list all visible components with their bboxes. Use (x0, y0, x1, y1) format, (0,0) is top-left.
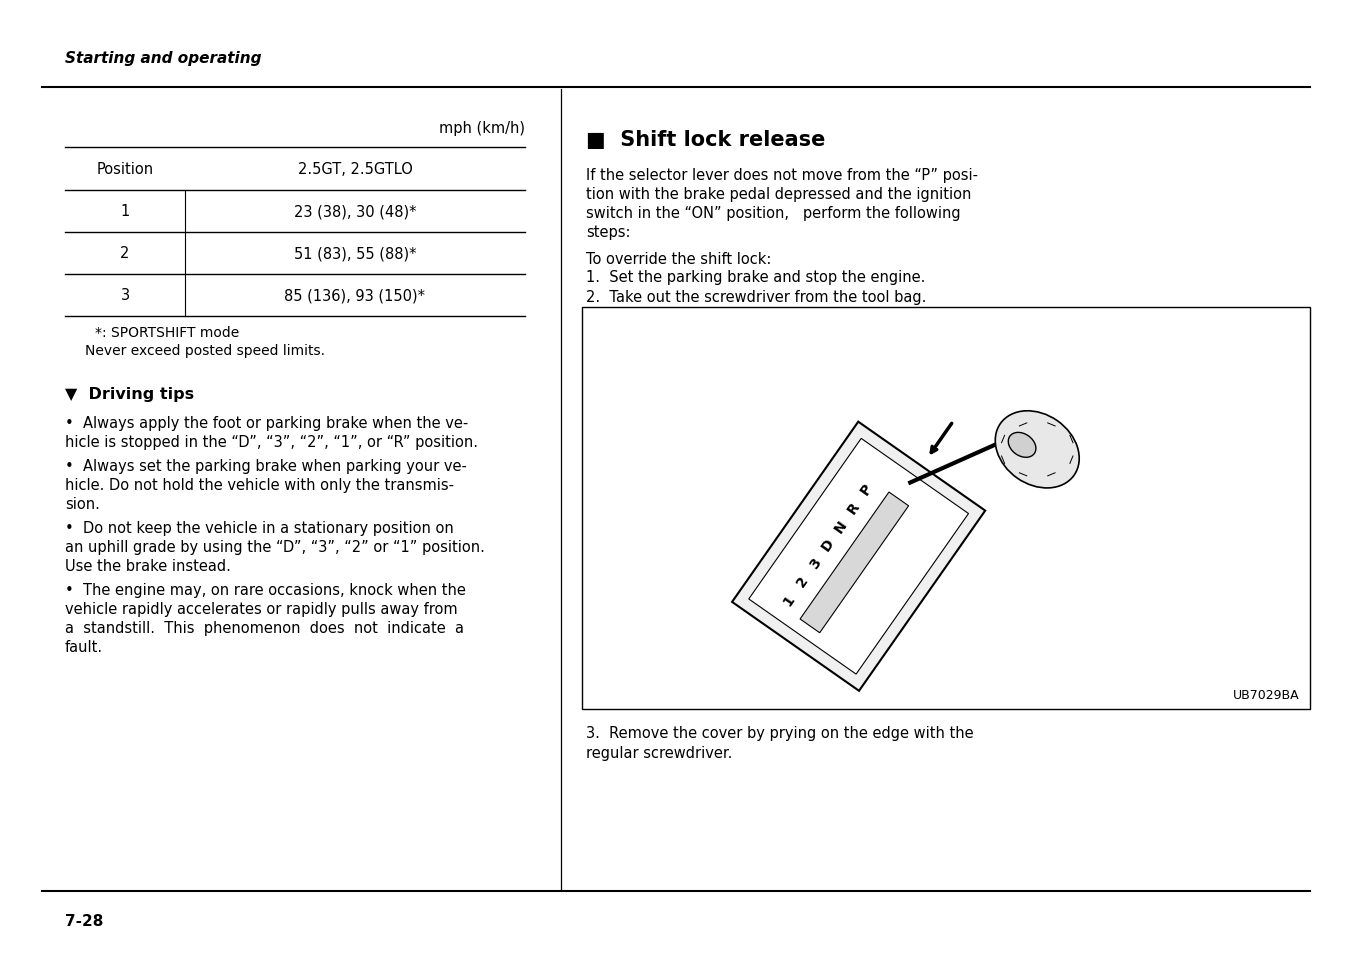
Text: sion.: sion. (65, 497, 100, 512)
Text: Use the brake instead.: Use the brake instead. (65, 558, 231, 574)
Text: an uphill grade by using the “D”, “3”, “2” or “1” position.: an uphill grade by using the “D”, “3”, “… (65, 539, 485, 555)
Text: If the selector lever does not move from the “P” posi-: If the selector lever does not move from… (585, 168, 977, 183)
Text: ■  Shift lock release: ■ Shift lock release (585, 130, 825, 150)
Text: 1: 1 (781, 592, 798, 608)
Text: 51 (83), 55 (88)*: 51 (83), 55 (88)* (293, 246, 416, 261)
Ellipse shape (995, 412, 1079, 489)
Text: •  Always apply the foot or parking brake when the ve-: • Always apply the foot or parking brake… (65, 416, 468, 431)
Text: R: R (845, 499, 863, 516)
Text: 23 (38), 30 (48)*: 23 (38), 30 (48)* (293, 204, 416, 219)
Text: 7-28: 7-28 (65, 914, 103, 928)
Polygon shape (749, 439, 968, 675)
Text: steps:: steps: (585, 225, 630, 240)
Text: vehicle rapidly accelerates or rapidly pulls away from: vehicle rapidly accelerates or rapidly p… (65, 601, 457, 617)
Text: 85 (136), 93 (150)*: 85 (136), 93 (150)* (284, 288, 426, 303)
Text: N: N (831, 517, 850, 535)
Text: UB7029BA: UB7029BA (1233, 688, 1301, 701)
Text: •  Do not keep the vehicle in a stationary position on: • Do not keep the vehicle in a stationar… (65, 520, 454, 536)
Text: fault.: fault. (65, 639, 103, 655)
Text: ▼  Driving tips: ▼ Driving tips (65, 387, 195, 401)
Text: 2.5GT, 2.5GTLO: 2.5GT, 2.5GTLO (297, 162, 412, 177)
Bar (581, 308, 1310, 709)
Text: hicle. Do not hold the vehicle with only the transmis-: hicle. Do not hold the vehicle with only… (65, 477, 454, 493)
Text: *: SPORTSHIFT mode: *: SPORTSHIFT mode (95, 326, 239, 339)
Text: •  Always set the parking brake when parking your ve-: • Always set the parking brake when park… (65, 458, 466, 474)
Text: regular screwdriver.: regular screwdriver. (585, 745, 733, 760)
Text: 1.  Set the parking brake and stop the engine.: 1. Set the parking brake and stop the en… (585, 270, 925, 285)
Text: D: D (819, 536, 837, 553)
Polygon shape (800, 493, 909, 633)
Text: Starting and operating: Starting and operating (65, 51, 261, 66)
Text: 2: 2 (794, 574, 811, 589)
Text: switch in the “ON” position,   perform the following: switch in the “ON” position, perform the… (585, 206, 961, 221)
Text: Position: Position (96, 162, 154, 177)
Text: 3.  Remove the cover by prying on the edge with the: 3. Remove the cover by prying on the edg… (585, 725, 973, 740)
Text: 1: 1 (120, 204, 130, 219)
Text: a  standstill.  This  phenomenon  does  not  indicate  a: a standstill. This phenomenon does not i… (65, 620, 464, 636)
Text: 2: 2 (120, 246, 130, 261)
Text: To override the shift lock:: To override the shift lock: (585, 252, 772, 267)
Ellipse shape (1009, 433, 1036, 457)
Text: 3: 3 (120, 288, 130, 303)
Text: tion with the brake pedal depressed and the ignition: tion with the brake pedal depressed and … (585, 187, 971, 202)
Text: P: P (859, 481, 876, 497)
Text: mph (km/h): mph (km/h) (439, 120, 525, 135)
Polygon shape (731, 422, 986, 691)
Text: 2.  Take out the screwdriver from the tool bag.: 2. Take out the screwdriver from the too… (585, 290, 926, 305)
Text: •  The engine may, on rare occasions, knock when the: • The engine may, on rare occasions, kno… (65, 582, 466, 598)
Text: hicle is stopped in the “D”, “3”, “2”, “1”, or “R” position.: hicle is stopped in the “D”, “3”, “2”, “… (65, 435, 479, 450)
Text: 3: 3 (807, 555, 823, 571)
Text: Never exceed posted speed limits.: Never exceed posted speed limits. (85, 344, 324, 357)
